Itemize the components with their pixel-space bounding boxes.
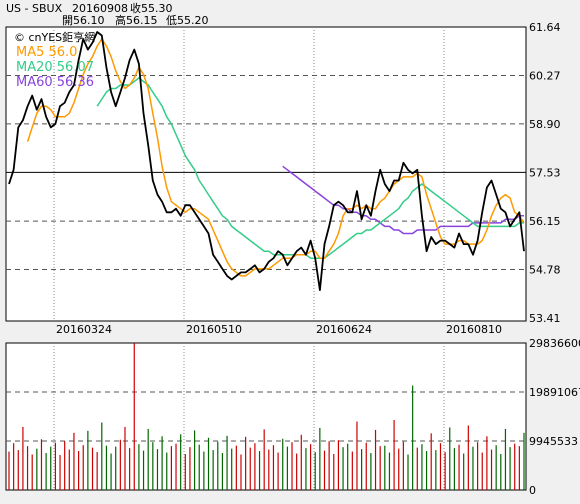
- price-x-tick-label: 20160624: [316, 323, 372, 336]
- price-x-tick-label: 20160324: [56, 323, 112, 336]
- legend-entry: MA60 56.36: [16, 75, 94, 90]
- open-label: 開56.10: [62, 14, 105, 27]
- volume-grid: [6, 343, 526, 490]
- price-x-tick-label: 20160510: [186, 323, 242, 336]
- price-y-tick-label: 53.41: [529, 312, 561, 325]
- volume-y-tick-label: 29836600: [529, 337, 580, 350]
- price-y-tick-label: 61.64: [529, 21, 561, 34]
- ma5-series-line: [26, 38, 525, 277]
- close-label: 收55.30: [130, 1, 173, 15]
- volume-y-axis: 29836600 19891067 9945533 0: [529, 337, 580, 497]
- price-y-tick-label: 54.78: [529, 264, 561, 277]
- date-label: 20160908: [72, 2, 128, 15]
- price-y-tick-label: 60.27: [529, 69, 561, 82]
- ma60-series-line: [282, 165, 524, 235]
- volume-panel: [5, 342, 527, 491]
- price-y-tick-label: 58.90: [529, 118, 561, 131]
- legend-entry: MA5 56.0: [16, 45, 77, 60]
- price-panel: [5, 26, 527, 322]
- high-label: 高56.15: [115, 13, 158, 27]
- close-price-series-line: [8, 31, 525, 291]
- watermark: © cnYES鉅亨網: [14, 30, 95, 44]
- price-x-tick-label: 20160810: [446, 323, 502, 336]
- legend-entry: MA20 56.07: [16, 60, 94, 75]
- price-y-axis: 61.64 60.27 58.90 57.53 56.15 54.78 53.41: [529, 21, 561, 325]
- volume-y-tick-label: 0: [529, 484, 536, 497]
- low-label: 低55.20: [166, 14, 209, 27]
- price-x-axis: 20160324 20160510 20160624 20160810: [56, 323, 502, 336]
- symbol-label: US - SBUX: [6, 2, 63, 15]
- price-lines: [8, 31, 525, 291]
- volume-y-tick-label: 19891067: [529, 386, 580, 399]
- price-grid: [6, 27, 526, 321]
- volume-y-tick-label: 9945533: [529, 435, 578, 448]
- ma20-series-line: [96, 77, 524, 259]
- price-y-tick-label: 57.53: [529, 166, 561, 179]
- volume-bars: [8, 343, 525, 490]
- price-y-tick-label: 56.15: [529, 215, 561, 228]
